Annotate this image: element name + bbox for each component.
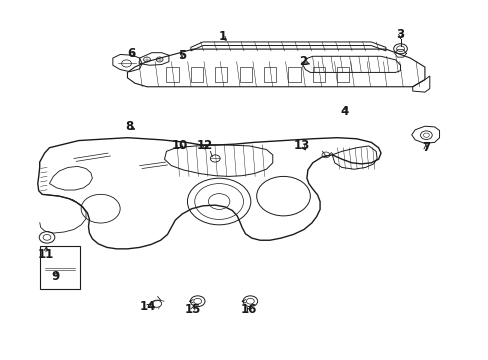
- Bar: [190, 67, 203, 82]
- Bar: [336, 67, 348, 82]
- Bar: [166, 67, 178, 82]
- Text: 2: 2: [298, 55, 306, 68]
- Text: 7: 7: [421, 140, 429, 153]
- Text: 16: 16: [240, 303, 256, 316]
- Text: 10: 10: [172, 139, 188, 152]
- Bar: [288, 67, 300, 82]
- Text: 12: 12: [196, 139, 212, 152]
- Bar: [239, 67, 251, 82]
- Bar: [40, 246, 80, 289]
- Text: 3: 3: [396, 28, 404, 41]
- Text: 5: 5: [178, 49, 186, 62]
- Text: 15: 15: [184, 303, 201, 316]
- Bar: [215, 67, 227, 82]
- Bar: [264, 67, 276, 82]
- Bar: [312, 67, 325, 82]
- Text: 14: 14: [140, 300, 156, 313]
- Text: 6: 6: [127, 47, 135, 60]
- Text: 8: 8: [124, 121, 133, 134]
- Text: 1: 1: [218, 30, 226, 43]
- Text: 4: 4: [340, 105, 348, 118]
- Text: 11: 11: [38, 248, 54, 261]
- Text: 13: 13: [293, 139, 309, 152]
- Text: 9: 9: [51, 270, 60, 283]
